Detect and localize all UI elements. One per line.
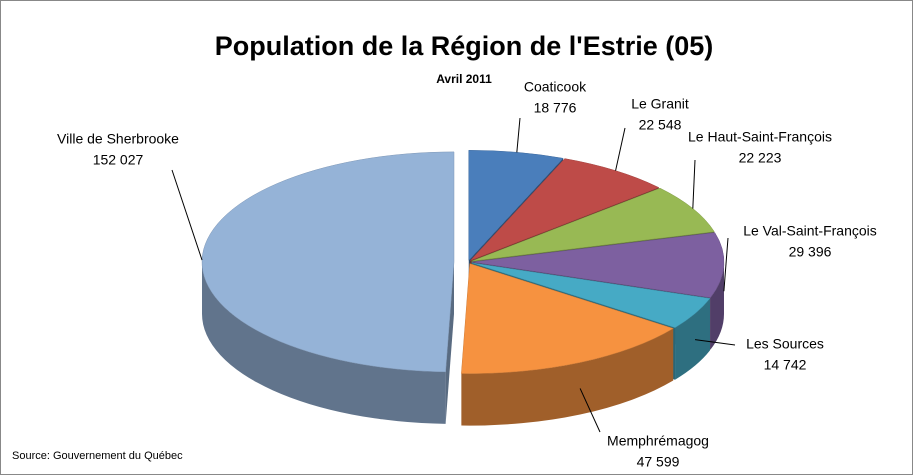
slice-tops [201, 150, 725, 374]
leader-line [171, 169, 203, 261]
data-label-value: 22 223 [739, 150, 782, 166]
data-label-value: 47 599 [637, 454, 680, 470]
leader-line [579, 388, 601, 433]
slice-side [461, 328, 674, 426]
data-label-name: Ville de Sherbrooke [57, 131, 179, 147]
data-label-value: 18 776 [534, 100, 577, 116]
slice-side [675, 298, 710, 380]
data-label-value: 152 027 [93, 152, 144, 168]
slice [201, 151, 455, 373]
data-label-value: 22 548 [639, 117, 682, 133]
data-label-value: 14 742 [764, 357, 807, 373]
slice [470, 158, 660, 261]
data-label-name: Le Granit [631, 96, 689, 112]
leader-line [692, 159, 696, 209]
slice [471, 232, 725, 298]
data-label-name: Les Sources [746, 336, 824, 352]
data-label-value: 29 396 [789, 244, 832, 260]
slice-sides [202, 261, 724, 426]
chart-subtitle: Avril 2011 [436, 72, 492, 86]
slice [471, 187, 715, 262]
slice [471, 262, 711, 328]
leader-line [694, 339, 736, 346]
leader-line [516, 117, 521, 153]
data-label-name: Memphrémagog [607, 433, 709, 449]
slice-face [445, 261, 455, 424]
slice-side [202, 261, 446, 424]
leader-line [723, 237, 729, 292]
data-label-name: Coaticook [524, 79, 587, 95]
slice [461, 263, 674, 374]
data-label-name: Le Val-Saint-François [743, 223, 877, 239]
slice-side [710, 262, 724, 350]
chart-title: Population de la Région de l'Estrie (05) [215, 31, 714, 61]
leader-line [615, 127, 626, 171]
data-label-name: Le Haut-Saint-François [688, 129, 832, 145]
source-note: Source: Gouvernement du Québec [12, 450, 183, 462]
